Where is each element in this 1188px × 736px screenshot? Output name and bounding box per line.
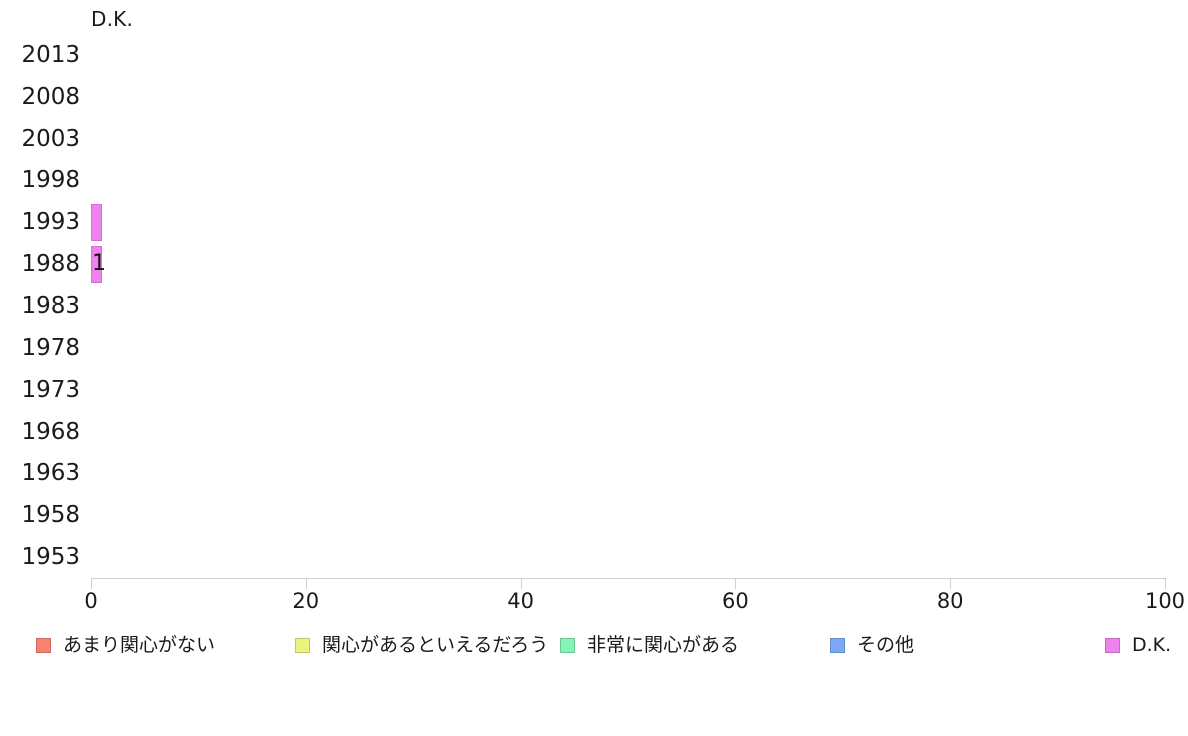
legend-color-swatch [560, 637, 575, 653]
x-axis-tick-label: 40 [507, 589, 534, 613]
bar[interactable] [91, 203, 102, 241]
y-axis-category-labels: 2013 2008 2003 1998 1993 1988 1983 1978 1973 1968… [0, 34, 86, 578]
legend-item-label: D.K. [1132, 634, 1172, 656]
x-axis-tick [735, 578, 737, 589]
y-axis-tick-label: 1983 [21, 293, 80, 319]
y-axis-tick-label: 1973 [21, 376, 80, 403]
y-axis-tick-label: 2003 [21, 125, 80, 152]
y-axis-tick-label: 1958 [21, 502, 80, 529]
y-axis-tick-label: 1963 [21, 460, 80, 487]
chart-legend: あまり関心がない 関心があるといえるだろう 非常に関心がある その他 D.K. [0, 630, 1188, 660]
x-axis-tick-label: 20 [292, 589, 320, 613]
legend-item[interactable]: あまり関心がない [36, 630, 215, 660]
legend-item-label: あまり関心がない [63, 634, 216, 656]
y-axis-tick-label: 1968 [21, 418, 80, 445]
x-axis-tick [91, 578, 92, 589]
y-axis-tick-label: 1953 [21, 544, 80, 571]
y-axis-tick-label: 1993 [21, 209, 80, 236]
x-axis-tick-label: 100 [1144, 589, 1186, 613]
legend-item-label: 非常に関心がある [587, 634, 740, 656]
y-axis-tick-label: 1978 [21, 334, 80, 361]
legend-color-swatch [1105, 637, 1120, 653]
x-axis-tick [950, 578, 952, 589]
legend-item-label: 関心があるといえるだろう [322, 634, 549, 656]
y-axis-tick-label: 1998 [21, 167, 80, 194]
legend-color-swatch [36, 637, 51, 653]
x-axis-tick-label: 80 [936, 589, 964, 613]
x-axis-tick-label: 60 [722, 589, 749, 613]
legend-item[interactable]: 非常に関心がある [560, 630, 739, 660]
legend-item[interactable]: 関心があるといえるだろう [295, 630, 548, 660]
y-axis-tick-label: 1988 [21, 251, 80, 278]
x-axis-tick-label: 0 [84, 589, 98, 613]
bar[interactable] [91, 245, 102, 283]
legend-item[interactable]: その他 [830, 630, 914, 660]
bar-value-label: 1 [92, 251, 106, 277]
x-axis-tick [305, 578, 307, 589]
y-axis-tick-label: 2013 [21, 41, 80, 68]
x-axis-tick [1165, 578, 1166, 589]
legend-color-swatch [295, 637, 310, 653]
plot-area: 1 [91, 34, 1165, 578]
chart-title: D.K. [91, 7, 134, 31]
x-axis-line [91, 578, 1165, 579]
x-axis-tick [520, 578, 522, 589]
bar-group: 1 [91, 245, 1165, 283]
legend-item-label: その他 [857, 634, 915, 656]
y-axis-tick-label: 2008 [21, 83, 80, 110]
legend-color-swatch [830, 637, 845, 653]
bar-group [91, 203, 1165, 241]
legend-item[interactable]: D.K. [1105, 630, 1171, 660]
